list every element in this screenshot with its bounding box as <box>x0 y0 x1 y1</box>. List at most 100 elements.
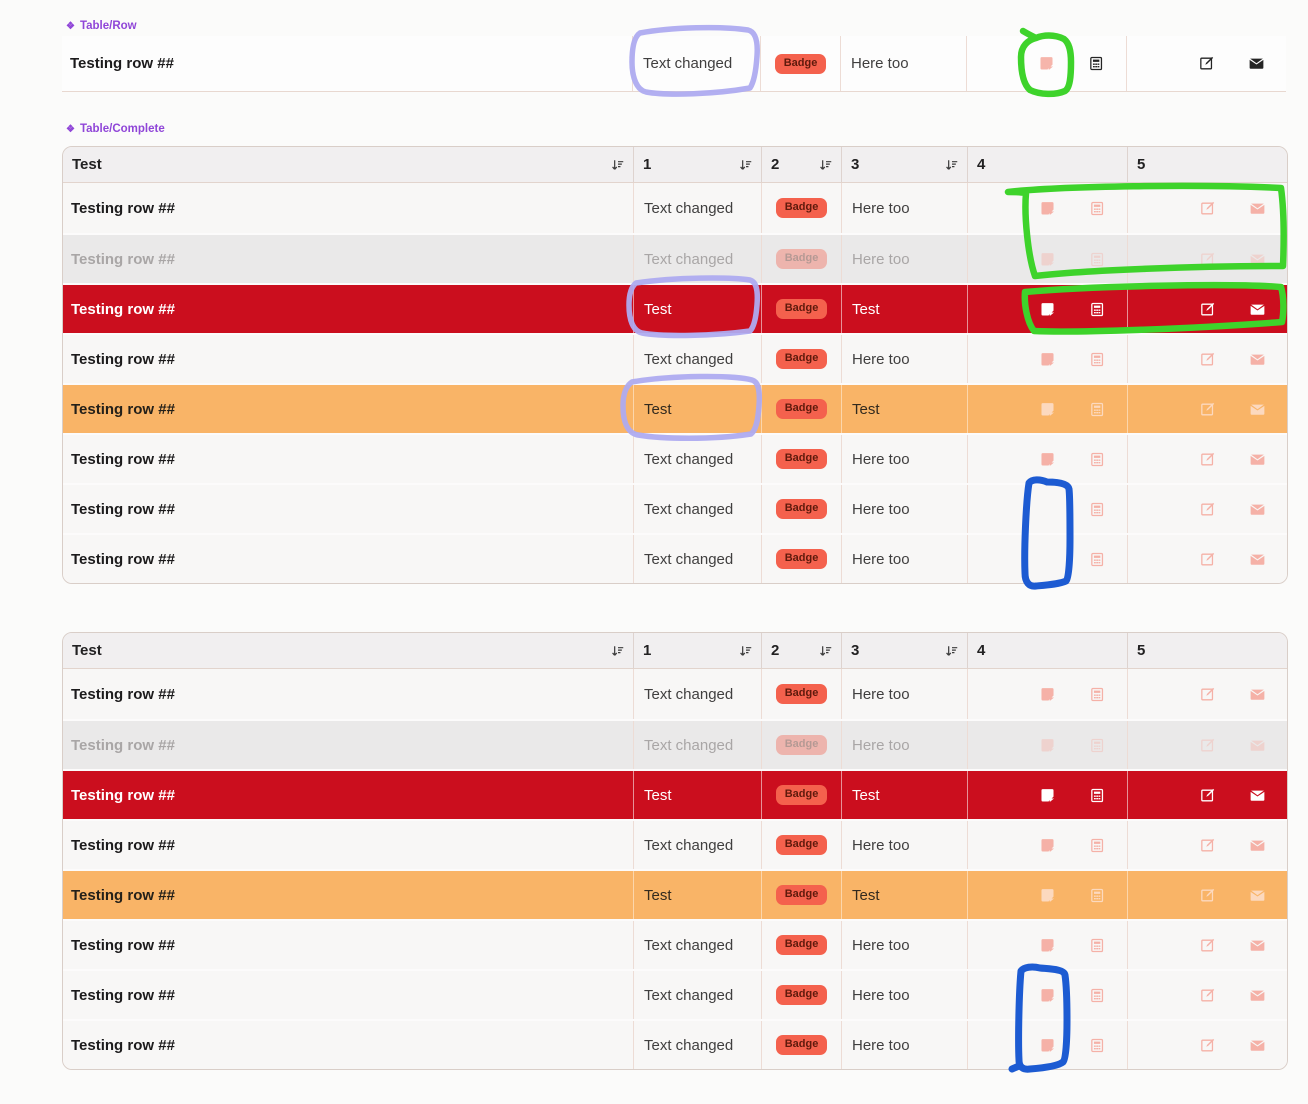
edit-icon[interactable] <box>1199 351 1216 368</box>
note-icon[interactable] <box>1039 937 1056 954</box>
mail-icon[interactable] <box>1249 1037 1266 1054</box>
calculator-icon[interactable] <box>1089 200 1106 217</box>
note-icon[interactable] <box>1039 401 1056 418</box>
calculator-icon[interactable] <box>1088 55 1105 72</box>
note-icon[interactable] <box>1039 887 1056 904</box>
mail-icon[interactable] <box>1249 301 1266 318</box>
column-header-test[interactable]: Test <box>63 147 633 182</box>
edit-icon[interactable] <box>1199 301 1216 318</box>
note-icon[interactable] <box>1039 351 1056 368</box>
calculator-icon[interactable] <box>1089 937 1106 954</box>
table-row[interactable]: Testing row ## Text changed Badge Here too <box>63 233 1287 283</box>
mail-icon[interactable] <box>1249 451 1266 468</box>
calculator-icon[interactable] <box>1089 737 1106 754</box>
table-row[interactable]: Testing row ## Text changed Badge Here too <box>63 969 1287 1019</box>
calculator-icon[interactable] <box>1089 401 1106 418</box>
table-row[interactable]: Testing row ## Text changed Badge Here too <box>63 333 1287 383</box>
mail-icon[interactable] <box>1249 737 1266 754</box>
calculator-icon[interactable] <box>1089 251 1106 268</box>
mail-icon[interactable] <box>1249 351 1266 368</box>
table-row[interactable]: Testing row ## Test Badge Test <box>63 769 1287 819</box>
table-row[interactable]: Testing row ## Text changed Badge Here too <box>63 483 1287 533</box>
table-row[interactable]: Testing row ## Test Badge Test <box>63 283 1287 333</box>
column-header-1[interactable]: 1 <box>633 633 761 668</box>
note-icon[interactable] <box>1039 737 1056 754</box>
calculator-icon[interactable] <box>1089 551 1106 568</box>
calculator-icon[interactable] <box>1089 301 1106 318</box>
edit-icon[interactable] <box>1199 787 1216 804</box>
note-icon[interactable] <box>1039 200 1056 217</box>
column-header-test[interactable]: Test <box>63 633 633 668</box>
edit-icon[interactable] <box>1199 401 1216 418</box>
edit-icon[interactable] <box>1199 837 1216 854</box>
sort-icon[interactable] <box>819 644 833 658</box>
mail-icon[interactable] <box>1249 686 1266 703</box>
table-row[interactable]: Testing row ## Text changed Badge Here too <box>63 919 1287 969</box>
sort-icon[interactable] <box>739 644 753 658</box>
edit-icon[interactable] <box>1199 937 1216 954</box>
mail-icon[interactable] <box>1249 887 1266 904</box>
edit-icon[interactable] <box>1199 200 1216 217</box>
table-row[interactable]: Testing row ## Text changed Badge Here too <box>63 669 1287 719</box>
table-row[interactable]: Testing row ## Text changed Badge Here too <box>63 533 1287 583</box>
mail-icon[interactable] <box>1249 551 1266 568</box>
table-row[interactable]: Testing row ## Text changed Badge Here too <box>63 719 1287 769</box>
edit-icon[interactable] <box>1199 887 1216 904</box>
note-icon[interactable] <box>1039 787 1056 804</box>
calculator-icon[interactable] <box>1089 987 1106 1004</box>
sort-icon[interactable] <box>739 158 753 172</box>
mail-icon[interactable] <box>1249 787 1266 804</box>
edit-icon[interactable] <box>1199 451 1216 468</box>
table-row[interactable]: Testing row ## Text changed Badge Here too <box>63 183 1287 233</box>
sort-icon[interactable] <box>611 644 625 658</box>
calculator-icon[interactable] <box>1089 1037 1106 1054</box>
note-icon[interactable] <box>1039 301 1056 318</box>
mail-icon[interactable] <box>1249 937 1266 954</box>
table-row[interactable]: Testing row ## Text changed Badge Here too <box>63 433 1287 483</box>
calculator-icon[interactable] <box>1089 686 1106 703</box>
edit-icon[interactable] <box>1199 1037 1216 1054</box>
note-icon[interactable] <box>1038 55 1055 72</box>
mail-icon[interactable] <box>1249 401 1266 418</box>
sort-icon[interactable] <box>945 644 959 658</box>
edit-icon[interactable] <box>1198 55 1215 72</box>
column-header-2[interactable]: 2 <box>761 147 841 182</box>
calculator-icon[interactable] <box>1089 837 1106 854</box>
edit-icon[interactable] <box>1199 551 1216 568</box>
table-row[interactable]: Testing row ## Test Badge Test <box>63 383 1287 433</box>
mail-icon[interactable] <box>1249 987 1266 1004</box>
edit-icon[interactable] <box>1199 987 1216 1004</box>
calculator-icon[interactable] <box>1089 351 1106 368</box>
note-icon[interactable] <box>1039 686 1056 703</box>
calculator-icon[interactable] <box>1089 451 1106 468</box>
status-badge: Badge <box>775 249 828 269</box>
note-icon[interactable] <box>1039 251 1056 268</box>
column-header-1[interactable]: 1 <box>633 147 761 182</box>
column-header-3[interactable]: 3 <box>841 633 967 668</box>
mail-icon[interactable] <box>1248 55 1265 72</box>
table-row[interactable]: Testing row ## Test Badge Test <box>63 869 1287 919</box>
table-row[interactable]: Testing row ## Text changed Badge Here too <box>63 1019 1287 1069</box>
calculator-icon[interactable] <box>1089 787 1106 804</box>
column-header-2[interactable]: 2 <box>761 633 841 668</box>
note-icon[interactable] <box>1039 1037 1056 1054</box>
mail-icon[interactable] <box>1249 837 1266 854</box>
mail-icon[interactable] <box>1249 200 1266 217</box>
edit-icon[interactable] <box>1199 737 1216 754</box>
mail-icon[interactable] <box>1249 251 1266 268</box>
note-icon[interactable] <box>1039 451 1056 468</box>
edit-icon[interactable] <box>1199 251 1216 268</box>
note-icon[interactable] <box>1039 837 1056 854</box>
sort-icon[interactable] <box>945 158 959 172</box>
calculator-icon[interactable] <box>1089 887 1106 904</box>
table-row-single[interactable]: Testing row ## Text changed Badge Here too <box>62 36 1286 92</box>
calculator-icon[interactable] <box>1089 501 1106 518</box>
sort-icon[interactable] <box>611 158 625 172</box>
note-icon[interactable] <box>1039 987 1056 1004</box>
column-header-3[interactable]: 3 <box>841 147 967 182</box>
edit-icon[interactable] <box>1199 686 1216 703</box>
table-row[interactable]: Testing row ## Text changed Badge Here too <box>63 819 1287 869</box>
edit-icon[interactable] <box>1199 501 1216 518</box>
sort-icon[interactable] <box>819 158 833 172</box>
mail-icon[interactable] <box>1249 501 1266 518</box>
